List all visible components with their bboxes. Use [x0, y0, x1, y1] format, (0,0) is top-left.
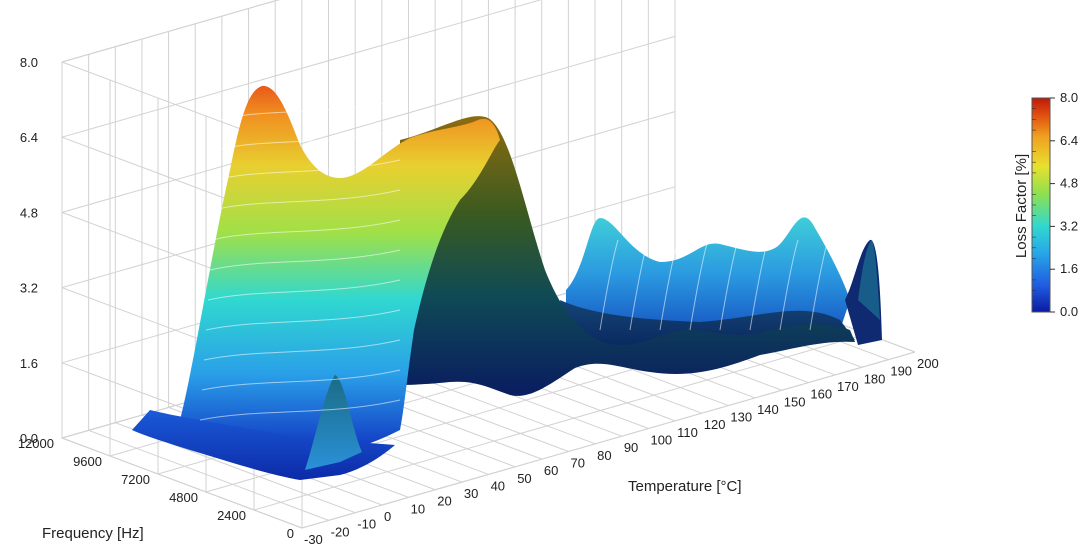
x-tick-label: 70: [571, 455, 585, 470]
grid-line: [253, 333, 868, 511]
loss-factor-surface: [132, 85, 882, 480]
y-axis-title: Frequency [Hz]: [42, 525, 144, 542]
x-tick-label: 50: [517, 471, 531, 486]
y-axis-ticks: 0 2400 4800 7200 9600 12000: [18, 436, 294, 541]
mesh-line: [215, 159, 401, 181]
colorbar-title: Loss Factor [%]: [1013, 154, 1030, 258]
grid-line: [301, 351, 916, 529]
z-tick-label: 8.0: [20, 55, 38, 70]
mesh-line: [199, 399, 401, 421]
z-tick-label: 4.8: [20, 205, 38, 220]
x-tick-label: 180: [864, 371, 886, 386]
x-tick-label: 200: [917, 356, 939, 371]
mesh-line: [779, 239, 799, 331]
x-tick-label: 150: [784, 394, 806, 409]
x-tick-label: 110: [677, 425, 698, 440]
x-tick-label: 170: [837, 379, 859, 394]
mesh-line: [209, 249, 401, 271]
mesh-line: [201, 369, 401, 391]
y-tick-label: 0: [287, 526, 294, 541]
x-tick-label: 120: [704, 417, 726, 432]
mesh-line: [719, 239, 739, 331]
y-tick-label: 2400: [217, 508, 246, 523]
mesh-line: [659, 239, 679, 331]
mesh-line: [629, 239, 649, 331]
x-tick-label: 0: [384, 509, 391, 524]
y-tick-label: 12000: [18, 436, 54, 451]
x-tick-label: 130: [730, 410, 752, 425]
mesh-line: [217, 129, 401, 151]
colorbar-tick-label: 1.6: [1060, 261, 1078, 276]
grid-line: [61, 0, 542, 138]
x-tick-label: 90: [624, 440, 638, 455]
surface-valley-shade: [400, 116, 855, 396]
z-tick-label: 3.2: [20, 281, 38, 296]
z-tick-label: 6.4: [20, 130, 38, 145]
colorbar-tick-label: 8.0: [1060, 90, 1078, 105]
x-tick-label: 190: [890, 364, 912, 379]
x-tick-label: 40: [491, 478, 505, 493]
grid-line: [61, 35, 676, 213]
x-tick-label: -10: [357, 517, 376, 532]
x-tick-label: 20: [437, 494, 451, 509]
surface-right-spike-light: [858, 240, 880, 320]
mesh-line: [213, 189, 401, 211]
colorbar-tick-label: 4.8: [1060, 176, 1078, 191]
x-tick-label: -30: [304, 532, 323, 547]
mesh-line: [207, 279, 401, 301]
mesh-line: [211, 219, 401, 241]
surface-back-region: [566, 217, 850, 337]
x-tick-label: 60: [544, 463, 558, 478]
x-tick-label: -20: [331, 524, 350, 539]
z-tick-label: 0.0: [20, 431, 38, 446]
x-tick-label: 140: [757, 402, 779, 417]
x-axis-ticks: -30 -20 -10 0 10 20 30 40 50 60 70 80 90 100 110 120 130…: [304, 356, 939, 547]
z-tick-label: 1.6: [20, 356, 38, 371]
y-tick-label: 7200: [121, 472, 150, 487]
mesh-line: [689, 239, 709, 331]
mesh-line: [219, 99, 401, 121]
x-axis-title: Temperature [°C]: [628, 478, 742, 495]
y-tick-label: 4800: [169, 490, 198, 505]
x-tick-label: 100: [650, 433, 672, 448]
mesh-line: [205, 309, 401, 331]
grid-line: [88, 429, 329, 521]
surface-main-wall: [180, 85, 500, 452]
colorbar-tick-label: 6.4: [1060, 133, 1078, 148]
colorbar: 0.0 1.6 3.2 4.8 6.4 8.0 Loss Factor [%]: [1013, 90, 1078, 319]
surface-front-spike: [305, 375, 362, 470]
x-tick-label: 10: [411, 501, 425, 516]
x-tick-label: 160: [810, 387, 832, 402]
x-tick-label: 80: [597, 448, 611, 463]
mesh-line: [599, 239, 619, 331]
colorbar-tick-label: 0.0: [1060, 304, 1078, 319]
mesh-line: [749, 239, 769, 331]
y-tick-label: 9600: [73, 454, 102, 469]
grid-line: [61, 437, 303, 529]
x-tick-label: 30: [464, 486, 478, 501]
colorbar-ticks: 0.0 1.6 3.2 4.8 6.4 8.0: [1032, 90, 1078, 319]
surface-mesh: [199, 99, 829, 421]
mesh-line: [809, 239, 829, 331]
axes-box-edge: [61, 0, 280, 63]
grid-line: [61, 0, 280, 63]
mesh-line: [203, 339, 401, 361]
colorbar-tick-label: 3.2: [1060, 218, 1078, 233]
z-axis-ticks: 0.0 1.6 3.2 4.8 6.4 8.0: [20, 55, 38, 446]
